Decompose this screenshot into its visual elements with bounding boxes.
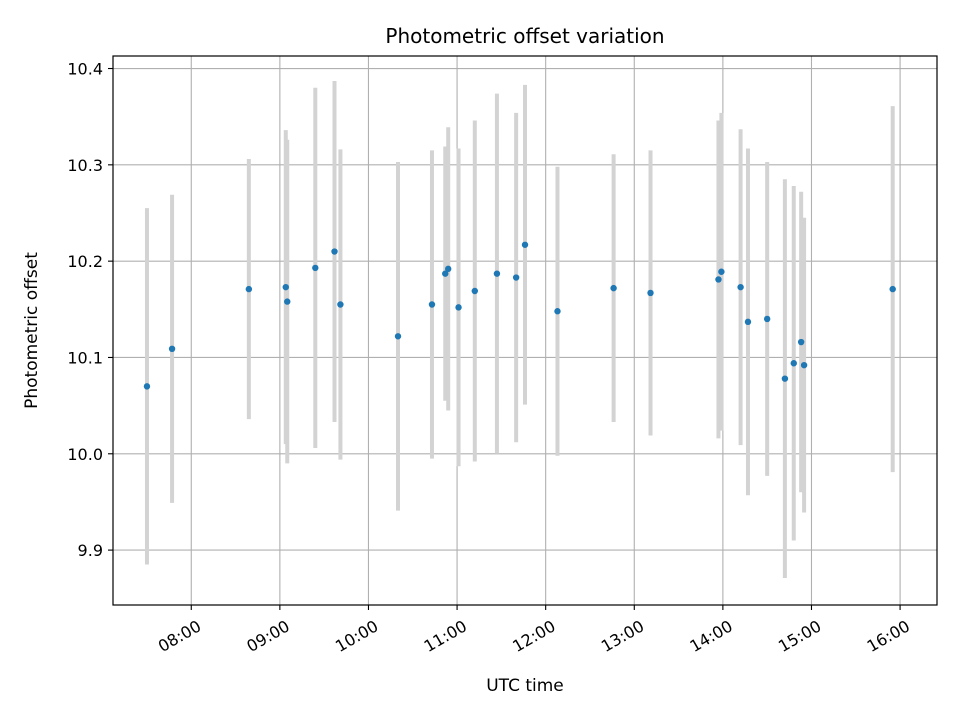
data-point bbox=[737, 283, 744, 291]
y-tick-label: 10.0 bbox=[67, 445, 103, 464]
plot-area-frame bbox=[112, 55, 938, 606]
data-point bbox=[715, 276, 722, 283]
y-tick-label: 10.4 bbox=[67, 60, 103, 79]
data-point bbox=[284, 298, 291, 305]
data-point bbox=[337, 301, 344, 308]
data-point bbox=[168, 345, 176, 352]
chart-title: Photometric offset variation bbox=[385, 24, 664, 48]
data-point bbox=[312, 264, 319, 272]
data-point bbox=[143, 383, 151, 390]
data-point bbox=[800, 361, 808, 369]
data-point bbox=[647, 289, 654, 297]
data-point bbox=[797, 338, 805, 346]
data-point bbox=[245, 285, 253, 293]
data-points bbox=[143, 241, 896, 390]
data-point bbox=[394, 333, 402, 340]
data-point bbox=[554, 308, 561, 315]
data-point bbox=[445, 265, 452, 273]
data-point bbox=[781, 375, 789, 382]
data-point bbox=[442, 270, 449, 277]
data-point bbox=[718, 268, 725, 275]
data-point bbox=[790, 360, 797, 367]
data-point bbox=[512, 274, 520, 281]
data-point bbox=[744, 318, 752, 326]
y-tick-label: 10.2 bbox=[67, 252, 103, 271]
data-point bbox=[763, 315, 771, 323]
x-axis-title: UTC time bbox=[486, 676, 564, 696]
y-tick-label: 10.1 bbox=[67, 348, 103, 367]
y-axis-title: Photometric offset bbox=[22, 252, 42, 409]
data-point bbox=[889, 285, 896, 293]
data-point bbox=[455, 304, 462, 311]
data-point bbox=[331, 248, 338, 255]
data-point bbox=[521, 241, 529, 248]
data-point bbox=[493, 270, 501, 277]
y-tick-label: 10.3 bbox=[67, 156, 103, 175]
data-point bbox=[610, 284, 617, 292]
data-point bbox=[282, 283, 289, 291]
data-point bbox=[471, 287, 478, 295]
data-point bbox=[428, 301, 436, 308]
y-tick-label: 9.9 bbox=[78, 541, 103, 560]
